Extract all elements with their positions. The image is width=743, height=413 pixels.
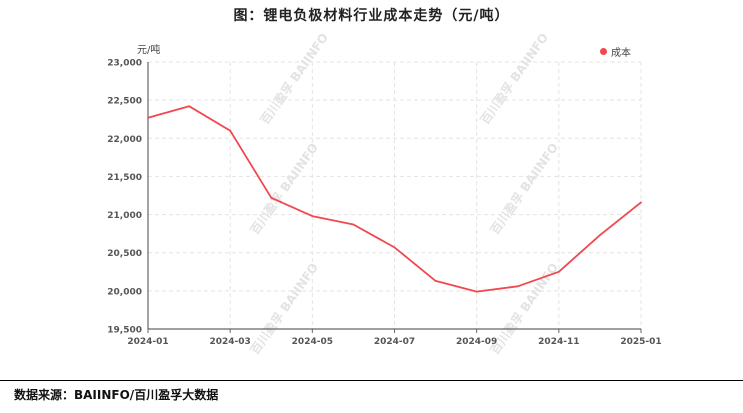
- data-point: [516, 285, 519, 288]
- y-tick-label: 21,500: [107, 173, 142, 183]
- x-tick-label: 2024-11: [538, 337, 579, 347]
- line-chart: 19,500 20,000 20,500 21,000 21,500 22,000 22,5…: [107, 59, 661, 348]
- y-tick-label: 23,000: [107, 59, 142, 69]
- x-tick-label: 2024-03: [210, 337, 251, 347]
- data-point: [599, 234, 601, 237]
- data-point: [352, 223, 355, 226]
- x-tick-label: 2024-01: [127, 337, 168, 347]
- data-point: [557, 270, 560, 273]
- data-point: [229, 129, 232, 132]
- y-tick-label: 21,000: [107, 211, 142, 221]
- data-point: [147, 116, 149, 119]
- x-tick-label: 2024-07: [374, 337, 415, 347]
- data-source: 数据来源：BAIINFO/百川盈孚大数据: [14, 388, 219, 402]
- y-tick-label: 20,000: [107, 287, 142, 297]
- y-tick-label: 20,500: [107, 249, 142, 259]
- data-point: [434, 280, 437, 282]
- data-point: [188, 105, 190, 108]
- data-point: [475, 290, 478, 293]
- y-tick-label: 22,500: [107, 97, 142, 107]
- x-tick-label: 2025-01: [620, 337, 661, 347]
- data-point: [640, 201, 642, 204]
- chart-title: 图：锂电负极材料行业成本走势（元/吨）: [233, 8, 510, 24]
- x-tick-label: 2024-05: [292, 337, 333, 347]
- x-tick-label: 2024-09: [456, 337, 497, 347]
- data-point: [311, 215, 314, 217]
- y-tick-label: 19,500: [107, 326, 142, 336]
- legend: 成本: [600, 44, 631, 59]
- legend-marker: [600, 48, 607, 55]
- legend-label: 成本: [611, 48, 631, 59]
- footer-divider: [0, 380, 743, 381]
- y-tick-label: 22,000: [107, 135, 142, 145]
- data-point: [393, 246, 396, 249]
- data-point: [270, 196, 273, 199]
- y-axis-unit-label: 元/吨: [137, 45, 161, 56]
